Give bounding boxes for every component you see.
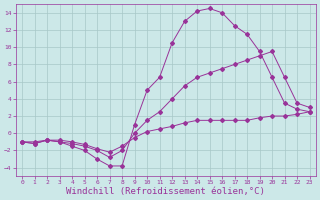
X-axis label: Windchill (Refroidissement éolien,°C): Windchill (Refroidissement éolien,°C) [66, 187, 265, 196]
